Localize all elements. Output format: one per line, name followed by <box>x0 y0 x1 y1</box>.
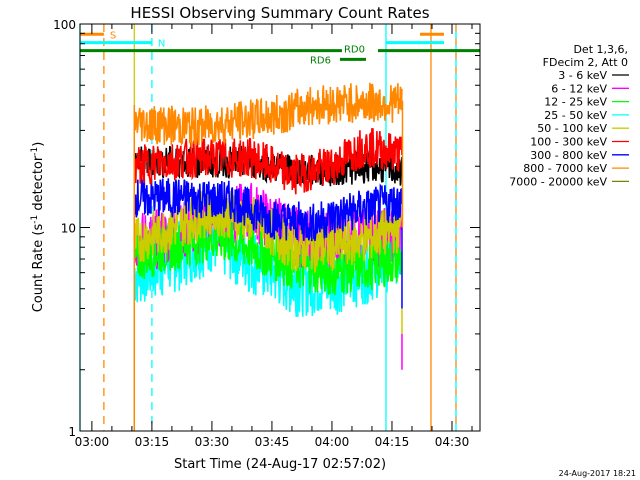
legend-entry-label: 50 - 100 keV <box>537 122 607 135</box>
axes <box>79 23 481 432</box>
y-tick-label: 10 <box>61 222 76 236</box>
series-layer <box>133 82 404 431</box>
x-tick-label: 03:45 <box>255 435 290 449</box>
chart-title: HESSI Observing Summary Count Rates <box>130 4 429 22</box>
mode-label-s: S <box>110 30 116 41</box>
legend-entry-label: 6 - 12 keV <box>551 82 607 95</box>
series-300to800keV-line <box>133 175 403 242</box>
mode-label-rd0: RD0 <box>344 45 365 56</box>
legend-entry-label: 100 - 300 keV <box>530 136 607 149</box>
legend-entry-label: 3 - 6 keV <box>558 69 607 82</box>
y-axis-label: Count Rate (s-1 detector-1) <box>30 142 46 313</box>
footer-timestamp: 24-Aug-2017 18:21 <box>559 469 636 478</box>
y-tick-label: 100 <box>53 18 76 32</box>
y-axis-label-part: detector <box>31 155 46 215</box>
y-tick-labels: 1 10 100 <box>53 18 76 439</box>
y-axis-label-part: ) <box>31 142 46 147</box>
legend-header-line: Det 1,3,6, <box>573 43 628 56</box>
mode-label-n: N <box>158 39 165 50</box>
y-axis-label-part: Count Rate (s <box>31 224 46 313</box>
x-axis-label: Start Time (24-Aug-17 02:57:02) <box>174 457 386 472</box>
legend-entry-label: 300 - 800 keV <box>530 149 607 162</box>
legend-entry-label: 12 - 25 keV <box>544 96 607 109</box>
mode-bars: S N RD0 RD6 <box>80 30 480 66</box>
legend-entry-label: 800 - 7000 keV <box>523 162 607 175</box>
y-axis-label-sup: -1 <box>30 147 40 156</box>
legend-entry-label: 7000 - 20000 keV <box>509 175 607 188</box>
y-axis-label-sup: -1 <box>30 215 40 224</box>
series-100to300keV-line <box>133 128 403 195</box>
legend-header-line: FDecim 2, Att 0 <box>543 56 628 69</box>
x-tick-label: 03:30 <box>195 435 230 449</box>
x-tick-label: 04:15 <box>375 435 410 449</box>
x-tick-label: 04:30 <box>435 435 470 449</box>
mode-label-rd6: RD6 <box>310 55 331 66</box>
series-800to7000keV-line <box>133 82 403 147</box>
legend-entry-label: 25 - 50 keV <box>544 109 607 122</box>
x-tick-label: 03:15 <box>135 435 170 449</box>
x-tick-label: 03:00 <box>75 435 110 449</box>
x-tick-label: 04:00 <box>315 435 350 449</box>
x-tick-labels: 03:00 03:15 03:30 03:45 04:00 04:15 04:30 <box>75 435 470 449</box>
y-tick-label: 1 <box>68 425 76 439</box>
